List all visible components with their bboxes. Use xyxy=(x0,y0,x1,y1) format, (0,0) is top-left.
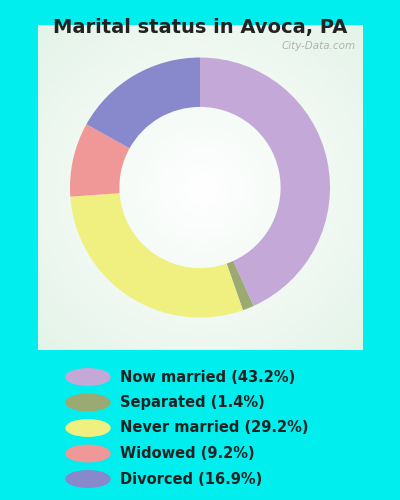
Text: Never married (29.2%): Never married (29.2%) xyxy=(120,420,308,436)
Wedge shape xyxy=(200,58,330,306)
Circle shape xyxy=(66,369,110,385)
Circle shape xyxy=(66,471,110,487)
Wedge shape xyxy=(86,58,200,148)
Wedge shape xyxy=(227,261,254,310)
Text: Separated (1.4%): Separated (1.4%) xyxy=(120,395,265,410)
Circle shape xyxy=(66,420,110,436)
Text: Divorced (16.9%): Divorced (16.9%) xyxy=(120,472,262,486)
Text: Marital status in Avoca, PA: Marital status in Avoca, PA xyxy=(53,18,347,36)
Text: Now married (43.2%): Now married (43.2%) xyxy=(120,370,295,384)
Wedge shape xyxy=(70,124,130,196)
Text: Widowed (9.2%): Widowed (9.2%) xyxy=(120,446,255,461)
Circle shape xyxy=(66,394,110,411)
Wedge shape xyxy=(70,193,243,318)
Circle shape xyxy=(66,446,110,462)
Text: City-Data.com: City-Data.com xyxy=(282,42,356,51)
